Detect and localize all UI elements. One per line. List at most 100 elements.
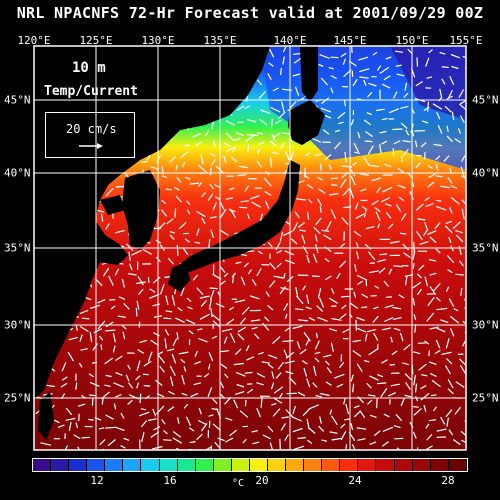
current-vector bbox=[318, 425, 325, 432]
current-vector bbox=[196, 228, 200, 236]
current-vector bbox=[297, 319, 308, 322]
current-vector bbox=[250, 319, 261, 322]
current-vector bbox=[204, 130, 210, 137]
colorbar-segment bbox=[412, 459, 431, 471]
current-vector bbox=[194, 241, 201, 244]
current-vector bbox=[369, 375, 379, 381]
current-vector bbox=[167, 348, 175, 352]
current-vector bbox=[44, 449, 45, 450]
current-vector bbox=[321, 97, 330, 104]
current-vector bbox=[366, 382, 372, 389]
current-vector bbox=[89, 381, 100, 387]
colorbar-segment bbox=[213, 459, 232, 471]
current-vector bbox=[435, 297, 441, 302]
current-vector bbox=[338, 121, 344, 125]
current-vector bbox=[447, 379, 454, 389]
current-vector bbox=[381, 359, 388, 364]
current-vector bbox=[184, 176, 191, 180]
current-vector bbox=[428, 361, 437, 365]
lat-tick-label: 35°N bbox=[4, 241, 31, 255]
current-vector bbox=[392, 306, 401, 310]
current-vector bbox=[123, 437, 130, 441]
current-vector bbox=[267, 363, 274, 369]
current-vector bbox=[88, 418, 94, 421]
current-vector bbox=[105, 329, 116, 332]
current-vector bbox=[360, 188, 367, 192]
current-vector bbox=[68, 336, 78, 341]
current-vector bbox=[458, 89, 465, 98]
current-vector bbox=[285, 151, 290, 161]
current-vector bbox=[415, 383, 418, 393]
current-vector bbox=[208, 363, 211, 370]
current-vector bbox=[402, 148, 409, 156]
current-vector bbox=[121, 279, 125, 288]
current-vector bbox=[338, 362, 345, 369]
current-vector bbox=[237, 174, 247, 177]
current-vector bbox=[444, 225, 453, 234]
current-vector bbox=[176, 176, 182, 183]
current-vector bbox=[263, 177, 272, 187]
current-vector bbox=[79, 325, 89, 333]
current-vector bbox=[292, 73, 301, 77]
current-vector bbox=[117, 315, 126, 318]
current-vector bbox=[236, 105, 245, 112]
current-vector bbox=[231, 156, 238, 163]
current-vector bbox=[138, 411, 150, 417]
current-vector bbox=[425, 202, 434, 208]
current-vector bbox=[283, 302, 289, 311]
colorbar-segment bbox=[340, 459, 359, 471]
current-vector bbox=[207, 387, 213, 398]
current-vector bbox=[334, 141, 341, 150]
current-vector bbox=[294, 211, 300, 219]
current-vector bbox=[363, 156, 371, 167]
current-vector bbox=[377, 373, 384, 378]
current-vector bbox=[345, 403, 350, 415]
current-vector bbox=[201, 423, 208, 432]
current-vector bbox=[247, 449, 249, 450]
current-vector bbox=[147, 351, 153, 362]
current-vector bbox=[420, 392, 430, 401]
current-vector bbox=[374, 285, 380, 289]
reference-vector-label: 20 cm/s bbox=[66, 122, 117, 136]
current-vector bbox=[223, 336, 228, 344]
current-vector bbox=[329, 431, 338, 434]
current-vector bbox=[414, 324, 417, 333]
current-vector bbox=[269, 442, 274, 450]
current-vector bbox=[276, 262, 282, 268]
lat-tick-label: 25°N bbox=[4, 391, 31, 405]
current-vector bbox=[427, 181, 435, 188]
current-vector bbox=[450, 328, 455, 337]
current-vector bbox=[232, 138, 241, 141]
lat-tick-label: 45°N bbox=[472, 93, 499, 107]
current-vector bbox=[382, 186, 393, 193]
current-vector bbox=[368, 270, 379, 274]
current-vector bbox=[284, 313, 288, 320]
current-vector bbox=[357, 327, 367, 333]
current-vector bbox=[466, 453, 473, 456]
current-vector bbox=[89, 304, 101, 309]
current-vector bbox=[170, 376, 174, 387]
current-vector bbox=[88, 373, 95, 378]
current-vector bbox=[435, 205, 447, 211]
current-vector bbox=[426, 76, 433, 79]
current-vector bbox=[163, 439, 172, 441]
current-vector bbox=[377, 258, 386, 263]
current-vector bbox=[457, 128, 461, 134]
current-vector bbox=[431, 379, 441, 388]
current-vector bbox=[256, 160, 262, 168]
current-vector bbox=[352, 350, 362, 357]
current-vector bbox=[428, 49, 433, 54]
current-vector bbox=[445, 357, 453, 365]
current-vector bbox=[271, 133, 276, 141]
current-vector bbox=[307, 427, 316, 434]
current-vector bbox=[380, 197, 391, 203]
current-vector bbox=[365, 226, 375, 230]
current-vector bbox=[159, 366, 165, 373]
current-vector bbox=[189, 182, 200, 185]
current-vector bbox=[105, 187, 114, 197]
current-vector bbox=[363, 359, 370, 363]
current-vector bbox=[381, 83, 391, 89]
current-vector bbox=[210, 308, 213, 318]
current-vector bbox=[245, 345, 250, 352]
current-vector bbox=[225, 147, 234, 152]
